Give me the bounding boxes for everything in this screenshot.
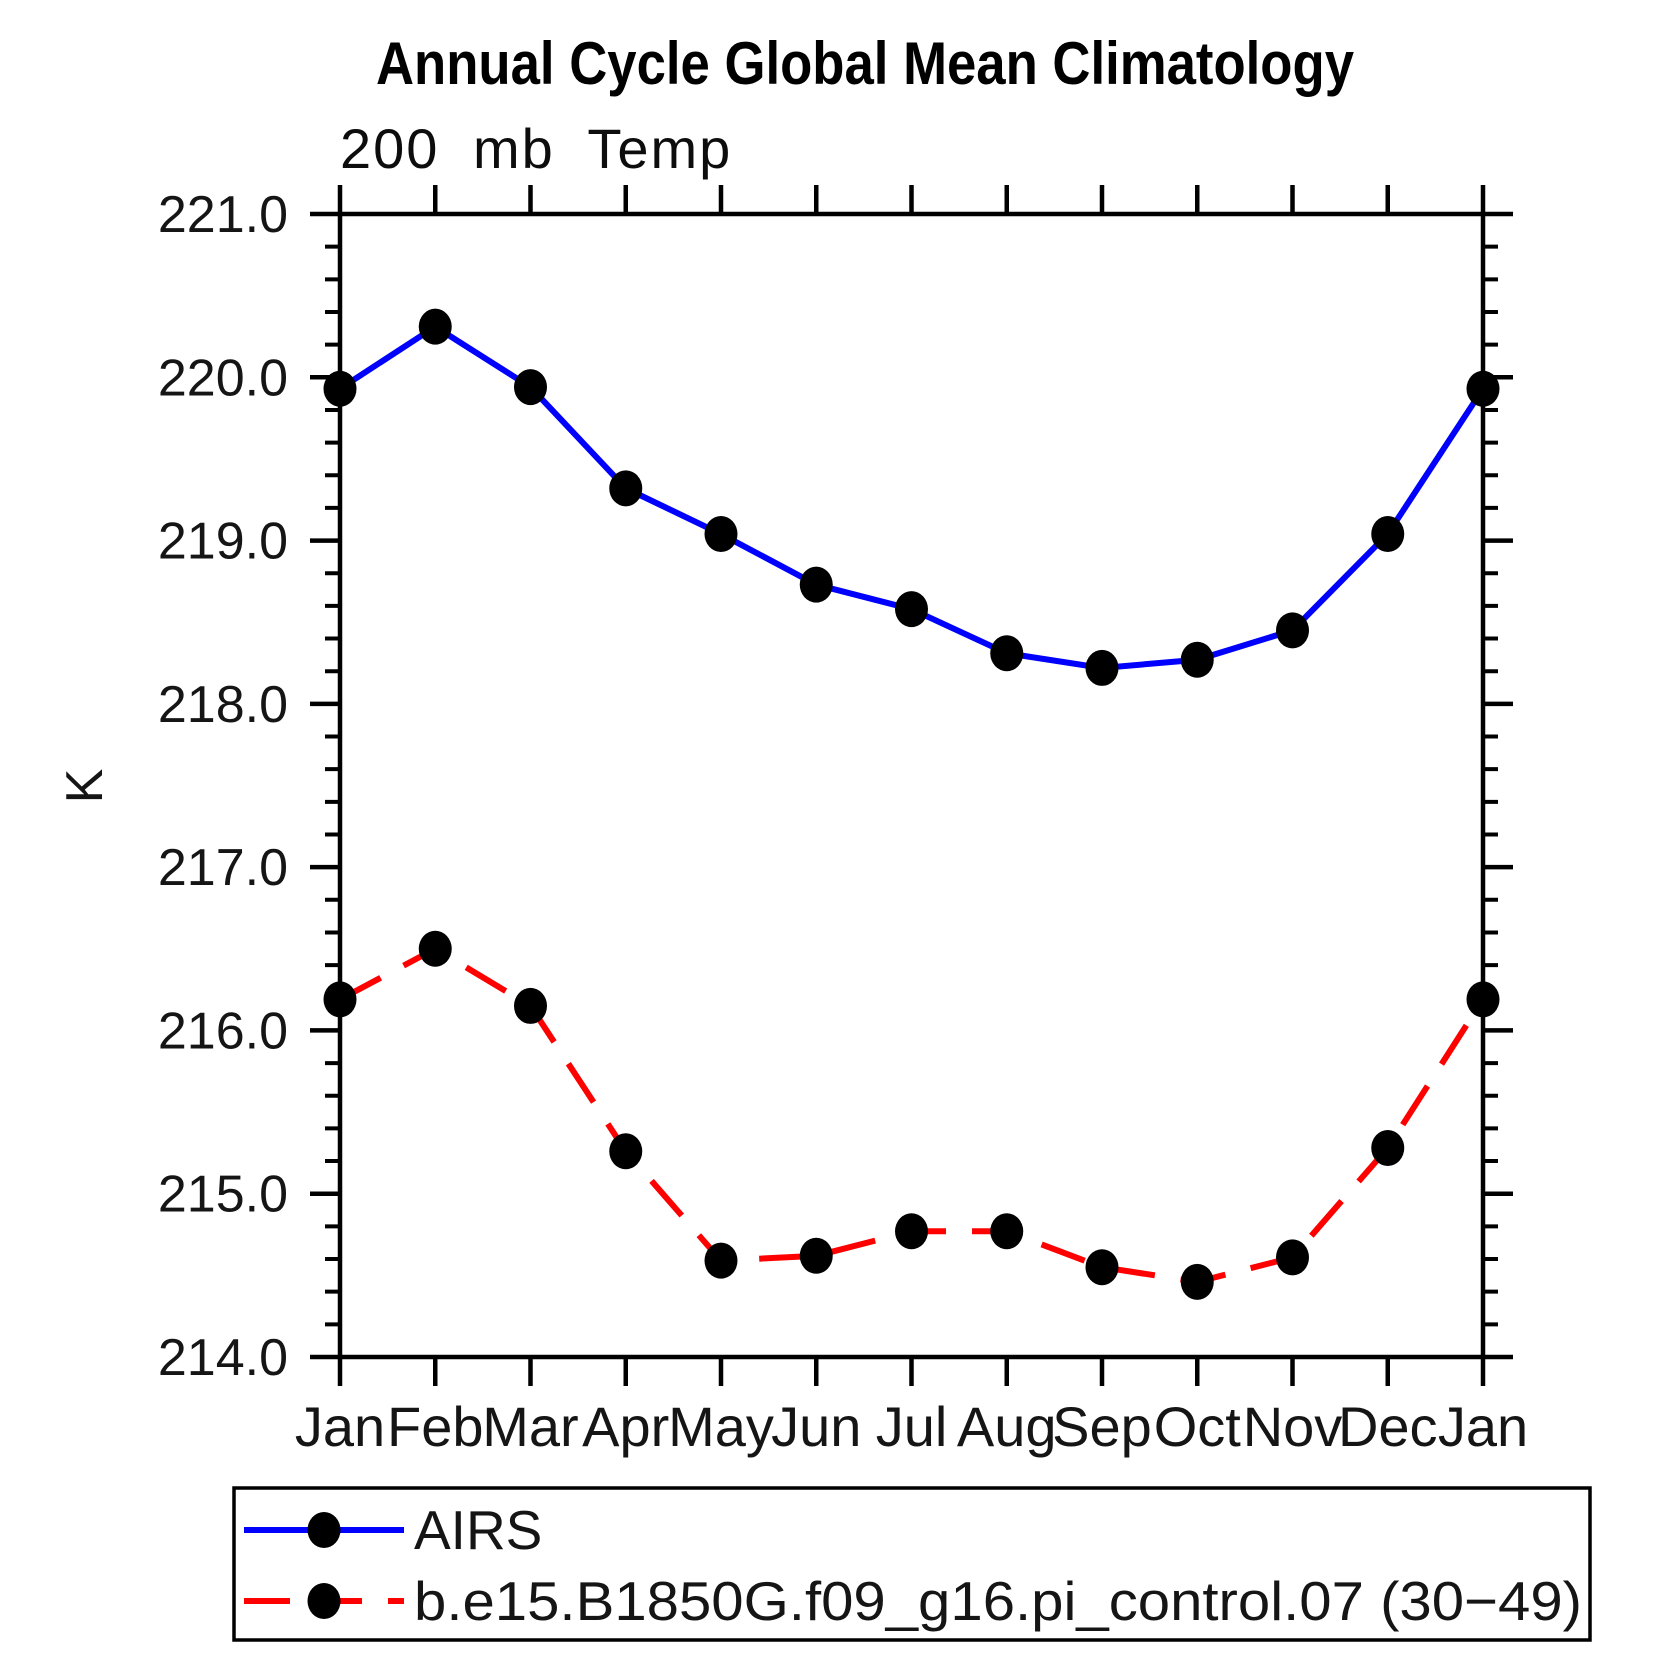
legend-airs-label: AIRS: [414, 1499, 542, 1561]
data-point-marker: [1466, 370, 1500, 407]
data-point-marker: [895, 1213, 928, 1250]
y-minor-ticks: [325, 244, 1498, 1327]
data-point-marker: [609, 1133, 643, 1170]
y-axis-title: K: [56, 768, 114, 803]
y-major-ticks: [310, 211, 1513, 1360]
data-point-marker: [514, 987, 547, 1024]
data-point-marker: [514, 369, 547, 406]
legend-model-label: b.e15.B1850G.f09_g16.pi_control.07 (30−4…: [414, 1570, 1582, 1632]
chart-subtitle: 200 mb Temp: [340, 117, 732, 180]
y-tick-label: 214.0: [158, 1329, 288, 1387]
data-point-marker: [1180, 1263, 1214, 1300]
x-tick-label: Sep: [1052, 1395, 1152, 1458]
x-month-ticks: [337, 185, 1486, 1386]
data-point-marker: [1276, 612, 1309, 649]
x-tick-label: Jul: [876, 1395, 948, 1458]
x-tick-label: Nov: [1243, 1395, 1343, 1458]
data-point-marker: [895, 591, 928, 628]
data-point-marker: [323, 370, 357, 407]
data-series: [323, 308, 1500, 1300]
data-point-marker: [990, 635, 1024, 672]
y-tick-label: 215.0: [158, 1166, 288, 1224]
x-tick-label: Oct: [1154, 1395, 1242, 1458]
legend: AIRS b.e15.B1850G.f09_g16.pi_control.07 …: [232, 1486, 1592, 1642]
data-point-marker: [418, 930, 452, 967]
y-tick-label: 221.0: [158, 186, 288, 244]
y-tick-label: 219.0: [158, 513, 288, 571]
x-tick-label: Feb: [387, 1395, 484, 1458]
legend-airs-marker: [307, 1512, 341, 1548]
x-tick-label: May: [668, 1395, 774, 1458]
data-point-marker: [1276, 1239, 1309, 1276]
y-tick-labels: 221.0 220.0 219.0 218.0 217.0 216.0 215.0 214.0: [158, 186, 288, 1387]
x-tick-label: Apr: [582, 1395, 669, 1458]
y-tick-label: 218.0: [158, 676, 288, 734]
x-tick-label: Jan: [295, 1395, 385, 1458]
data-point-marker: [799, 1237, 833, 1274]
axis-ticks: [310, 185, 1513, 1386]
data-point-marker: [418, 308, 452, 345]
data-point-marker: [1371, 516, 1405, 553]
x-tick-label: Jun: [771, 1395, 861, 1458]
y-tick-label: 217.0: [158, 839, 288, 897]
data-point-marker: [990, 1213, 1024, 1250]
y-tick-label: 216.0: [158, 1002, 288, 1060]
data-point-marker: [1085, 1249, 1119, 1286]
plot-frame: [337, 211, 1486, 1360]
data-point-marker: [1466, 981, 1500, 1018]
x-tick-label: Dec: [1338, 1395, 1438, 1458]
data-point-marker: [704, 516, 738, 553]
x-tick-label: Aug: [957, 1395, 1057, 1458]
legend-model-marker: [307, 1583, 341, 1619]
data-point-marker: [1085, 649, 1119, 686]
data-point-marker: [799, 566, 833, 603]
data-point-marker: [323, 981, 357, 1018]
data-point-marker: [704, 1242, 738, 1279]
legend-box: [232, 1486, 1592, 1642]
chart-title: Annual Cycle Global Mean Climatology: [376, 30, 1355, 97]
x-tick-label: Jan: [1438, 1395, 1528, 1458]
y-tick-label: 220.0: [158, 349, 288, 407]
data-point-marker: [1371, 1129, 1405, 1166]
data-point-marker: [1180, 641, 1214, 678]
x-tick-label: Mar: [482, 1395, 578, 1458]
data-point-marker: [609, 470, 643, 507]
